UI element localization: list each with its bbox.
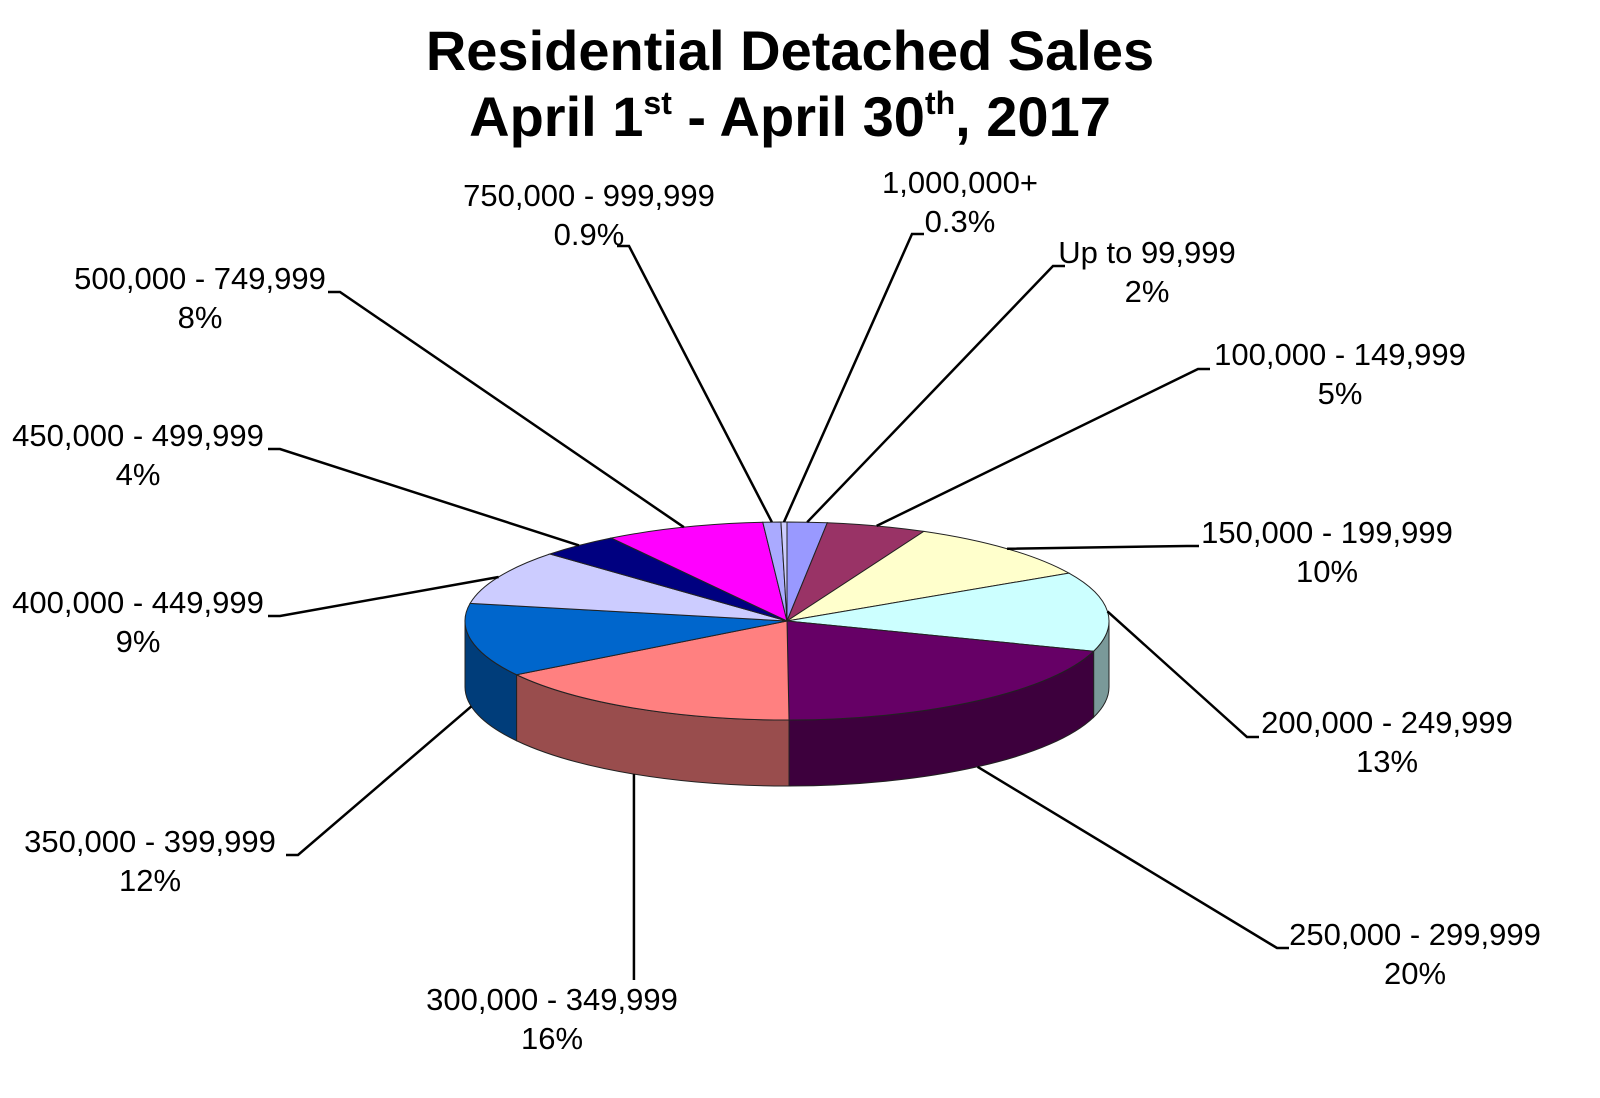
leader-line: [1007, 544, 1199, 550]
slice-percent-label: 10%: [1296, 554, 1358, 589]
pie-slice: [780, 521, 788, 622]
leader-lines: [268, 232, 1289, 980]
slice-category-label: 400,000 - 449,999: [12, 585, 264, 620]
slice-category-label: 350,000 - 399,999: [24, 824, 276, 859]
pie-top: [464, 521, 1110, 721]
slice-category-label: 150,000 - 199,999: [1201, 515, 1453, 550]
slice-percent-label: 0.3%: [925, 204, 996, 239]
slice-category-label: 1,000,000+: [882, 165, 1038, 200]
leader-line: [268, 447, 580, 547]
leader-line: [782, 232, 924, 523]
leader-line: [976, 765, 1289, 950]
leader-line: [806, 264, 1065, 524]
chart-title-line2: April 1st - April 30th, 2017: [0, 84, 1580, 150]
slice-percent-label: 0.9%: [554, 217, 625, 252]
slice-percent-label: 2%: [1125, 274, 1170, 309]
slice-category-label: 100,000 - 149,999: [1214, 337, 1466, 372]
leader-line: [876, 367, 1210, 528]
leader-line: [286, 705, 473, 857]
chart-title-line1: Residential Detached Sales: [425, 19, 1155, 82]
slice-percent-label: 13%: [1356, 744, 1418, 779]
leader-line: [617, 244, 773, 523]
slice-percent-label: 20%: [1384, 956, 1446, 991]
slice-percent-label: 9%: [116, 624, 161, 659]
pie-slice: [514, 620, 790, 721]
slice-category-label: Up to 99,999: [1058, 235, 1236, 270]
slice-category-label: 200,000 - 249,999: [1261, 705, 1513, 740]
title-part: - April 30: [671, 85, 925, 148]
pie-slice: [786, 572, 1110, 652]
slice-category-label: 250,000 - 299,999: [1289, 917, 1541, 952]
chart-title: Residential Detached Sales April 1st - A…: [0, 18, 1580, 150]
title-part: April 1: [469, 85, 644, 148]
slice-labels: Up to 99,999 2% 100,000 - 149,999 5% 150,000…: [12, 165, 1541, 1056]
slice-category-label: 300,000 - 349,999: [426, 982, 678, 1017]
leader-line: [268, 575, 499, 618]
slice-category-label: 450,000 - 499,999: [12, 418, 264, 453]
title-sup: st: [643, 85, 672, 121]
slice-percent-label: 5%: [1318, 376, 1363, 411]
pie-slice: [464, 602, 788, 676]
pie-sides: [464, 620, 1110, 787]
slice-percent-label: 8%: [178, 300, 223, 335]
pie-slice: [609, 521, 788, 622]
title-sup: th: [924, 85, 956, 121]
slice-category-label: 750,000 - 999,999: [463, 178, 715, 213]
leader-line: [1106, 610, 1259, 739]
slice-percent-label: 4%: [116, 457, 161, 492]
slice-category-label: 500,000 - 749,999: [74, 261, 326, 296]
pie-slice: [469, 553, 788, 622]
pie-slice: [786, 620, 1095, 721]
title-part: , 2017: [955, 85, 1111, 148]
slice-percent-label: 12%: [119, 863, 181, 898]
leader-line: [328, 290, 685, 529]
slice-percent-label: 16%: [521, 1021, 583, 1056]
